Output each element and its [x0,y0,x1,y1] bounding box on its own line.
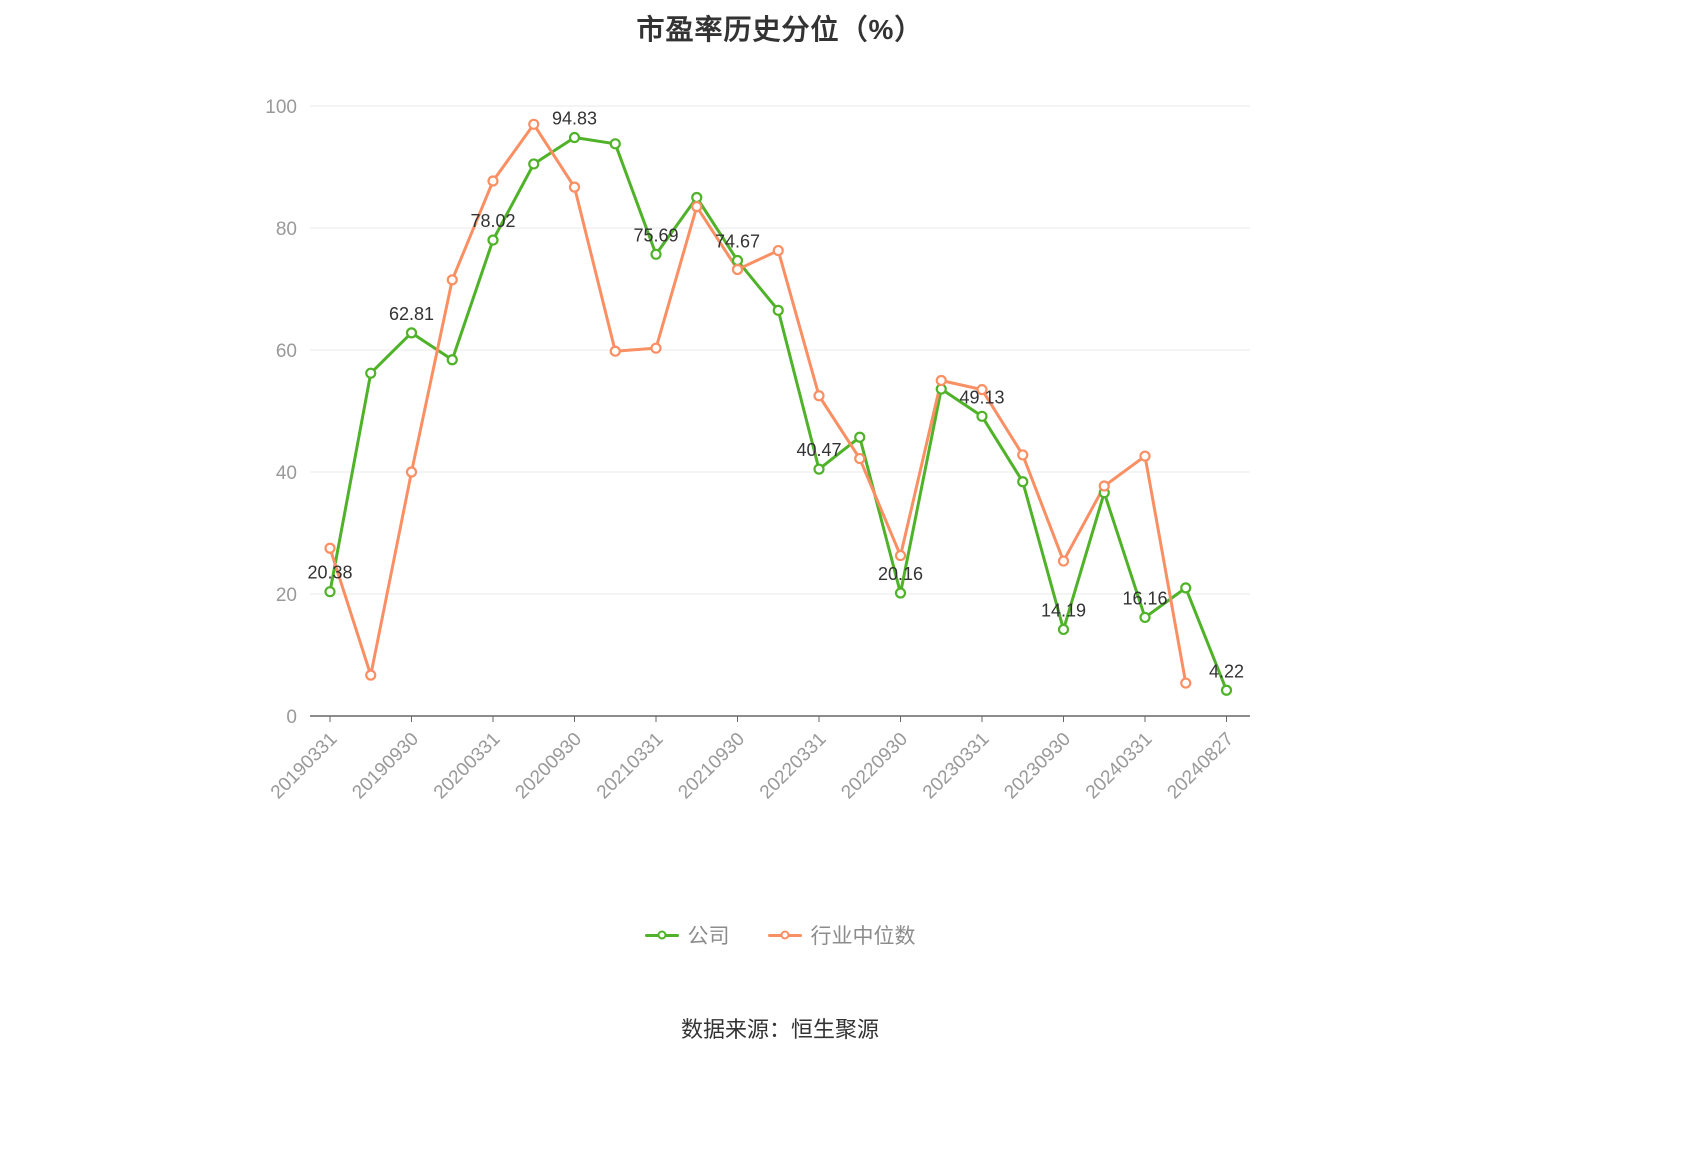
data-label: 62.81 [389,304,434,324]
data-label: 20.16 [878,564,923,584]
data-label: 4.22 [1209,661,1244,681]
data-label: 40.47 [796,440,841,460]
x-axis-tick-label: 20240331 [1082,729,1157,804]
industry-median-point[interactable] [365,669,377,681]
company-line [328,136,1228,692]
company-point[interactable] [528,158,540,170]
industry-median-point[interactable] [1180,677,1192,689]
x-axis-tick-label: 20230331 [919,729,994,804]
data-label: 16.16 [1122,588,1167,608]
x-axis-tick-label: 20220930 [837,729,912,804]
x-axis-tick-label: 20230930 [1000,729,1075,804]
company-point[interactable] [976,410,988,422]
industry-median-point[interactable] [324,542,336,554]
legend-item-industry-median[interactable]: 行业中位数 [767,920,916,950]
chart-title: 市盈率历史分位（%） [636,14,924,45]
industry-median-point[interactable] [1017,449,1029,461]
industry-median-point[interactable] [1057,555,1070,567]
industry-median-point[interactable] [609,345,621,357]
company-point[interactable] [365,367,377,379]
industry-median-point[interactable] [528,118,540,130]
legend-item-company[interactable]: 公司 [644,920,730,950]
data-label: 14.19 [1041,600,1086,620]
company-point[interactable] [324,586,336,598]
data-label: 20.38 [307,563,352,583]
x-axis-tick-label: 20190331 [267,729,342,804]
industry-median-point[interactable] [405,466,418,478]
company-point[interactable] [691,191,703,204]
legend-label-industry-median: 行业中位数 [810,925,916,948]
x-axis-tick-label: 20210930 [674,729,749,804]
legend-label-company: 公司 [687,925,730,948]
company-point[interactable] [854,431,866,443]
company-point[interactable] [1057,623,1070,636]
company-point[interactable] [1220,684,1233,696]
industry-median-point[interactable] [691,201,703,213]
company-point[interactable] [1017,476,1029,488]
data-label: 75.69 [633,225,678,245]
industry-median-point[interactable] [446,274,458,286]
data-source-note: 数据来源：恒生聚源 [680,1017,879,1042]
industry-median-point[interactable] [1139,450,1151,462]
x-axis-tick-label: 20240827 [1163,729,1238,804]
data-label: 74.67 [715,232,760,252]
y-axis-tick-label: 40 [276,463,297,484]
company-point[interactable] [1180,582,1192,594]
y-axis-tick-label: 20 [276,585,297,606]
chart-legend: 公司 行业中位数 [0,920,1560,950]
company-point[interactable] [772,304,784,316]
data-label: 78.02 [470,211,515,231]
company-point[interactable] [731,254,744,267]
x-axis-tick-label: 20220331 [756,729,831,804]
x-axis-tick-label: 20190930 [348,729,423,804]
industry-median-point[interactable] [935,374,947,387]
industry-median-point[interactable] [894,549,907,562]
y-axis-tick-label: 60 [276,341,297,362]
industry-median-point[interactable] [731,263,744,276]
x-axis-tick-label: 20200930 [511,729,586,804]
industry-median-point[interactable] [650,342,662,354]
y-axis-tick-label: 0 [286,707,297,728]
y-axis-tick-label: 80 [276,219,297,240]
industry-median-line [328,122,1188,685]
data-label: 49.13 [959,387,1004,407]
x-axis-tick-label: 20200331 [430,729,505,804]
chart-canvas: 0 20 40 60 80 100 20190331 20190930 20200331 2020… [265,97,1250,804]
company-point[interactable] [894,587,907,599]
company-point[interactable] [568,131,581,144]
company-point[interactable] [446,354,458,366]
company-point[interactable] [813,463,825,475]
company-point[interactable] [405,327,418,339]
legend-marker-industry-median [767,927,802,943]
industry-median-point[interactable] [813,390,825,402]
company-point[interactable] [1139,611,1151,624]
industry-median-point[interactable] [976,384,988,396]
x-axis-tick-label: 20210331 [593,729,668,804]
industry-median-point[interactable] [772,244,784,257]
company-point[interactable] [487,234,499,246]
industry-median-point[interactable] [1098,480,1110,492]
legend-marker-company [644,927,679,943]
data-label: 94.83 [552,109,597,129]
company-point[interactable] [609,138,621,150]
industry-median-point[interactable] [568,181,581,193]
industry-median-point[interactable] [487,175,499,187]
industry-median-point[interactable] [854,452,866,465]
company-point[interactable] [650,248,662,260]
y-axis-tick-label: 100 [265,97,297,118]
